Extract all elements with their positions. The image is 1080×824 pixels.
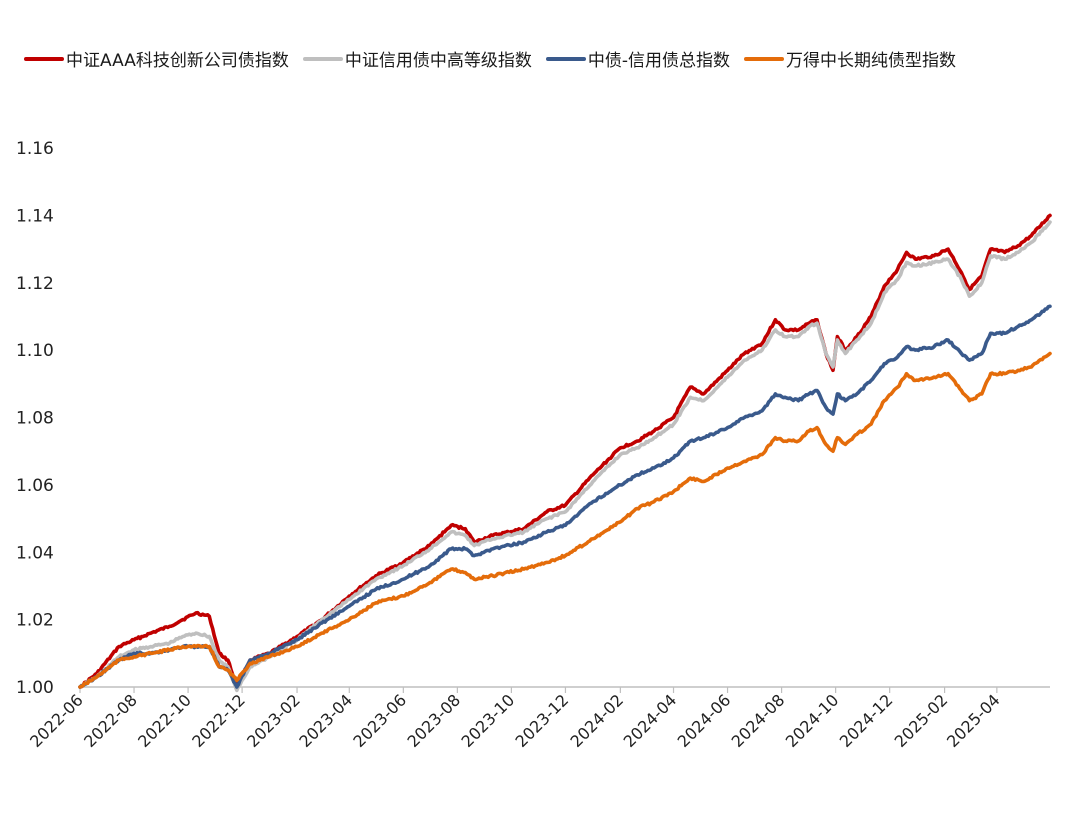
- x-tick-label: 2023-08: [403, 690, 464, 751]
- x-tick-label: 2024-08: [728, 690, 789, 751]
- series-line: [78, 213, 1052, 689]
- x-tick-label: 2023-12: [512, 690, 573, 751]
- x-tick-label: 2022-12: [188, 690, 249, 751]
- x-tick-label: 2023-06: [349, 690, 410, 751]
- legend-label: 中证信用债中高等级指数: [344, 51, 532, 71]
- legend-item: 中债-信用债总指数: [545, 46, 730, 71]
- legend-swatch: [24, 56, 64, 61]
- x-tick-label: 2023-02: [243, 690, 304, 751]
- x-tick-label: 2024-12: [836, 690, 897, 751]
- x-tick-label: 2023-04: [295, 690, 356, 751]
- chart-legend: 中证AAA科技创新公司债指数 中证信用债中高等级指数 中债-信用债总指数 万得中长期纯…: [24, 46, 970, 71]
- x-tick-label: 2024-06: [674, 690, 735, 751]
- x-tick-label: 2022-06: [26, 690, 87, 751]
- y-tick-label: 1.12: [16, 274, 54, 294]
- legend-label: 万得中长期纯债型指数: [785, 51, 956, 71]
- legend-label: 中证AAA科技创新公司债指数: [66, 51, 289, 71]
- legend-swatch: [743, 56, 784, 61]
- y-tick-label: 1.08: [16, 409, 54, 429]
- y-tick-label: 1.16: [16, 139, 54, 159]
- x-tick-label: 2022-10: [134, 690, 195, 751]
- x-tick-label: 2024-02: [566, 690, 627, 751]
- x-tick-label: 2024-10: [782, 690, 843, 751]
- legend-item: 中证AAA科技创新公司债指数: [24, 46, 289, 71]
- x-tick-label: 2022-08: [80, 690, 141, 751]
- legend-swatch: [302, 56, 343, 61]
- x-tick-label: 2025-04: [943, 690, 1004, 751]
- x-tick-label: 2025-02: [891, 690, 952, 751]
- y-tick-label: 1.14: [16, 206, 54, 226]
- series-line: [78, 304, 1052, 689]
- y-tick-label: 1.10: [16, 341, 54, 361]
- legend-swatch: [545, 56, 586, 61]
- series-line: [78, 220, 1052, 693]
- legend-label: 中债-信用债总指数: [587, 51, 730, 71]
- legend-item: 万得中长期纯债型指数: [743, 46, 956, 71]
- y-tick-label: 1.06: [16, 476, 54, 496]
- y-tick-label: 1.04: [16, 543, 54, 563]
- y-tick-label: 1.00: [16, 678, 54, 698]
- legend-item: 中证信用债中高等级指数: [302, 46, 532, 71]
- y-tick-label: 1.02: [16, 611, 54, 631]
- x-tick-label: 2024-04: [620, 690, 681, 751]
- series-line: [78, 351, 1052, 689]
- x-tick-label: 2023-10: [458, 690, 519, 751]
